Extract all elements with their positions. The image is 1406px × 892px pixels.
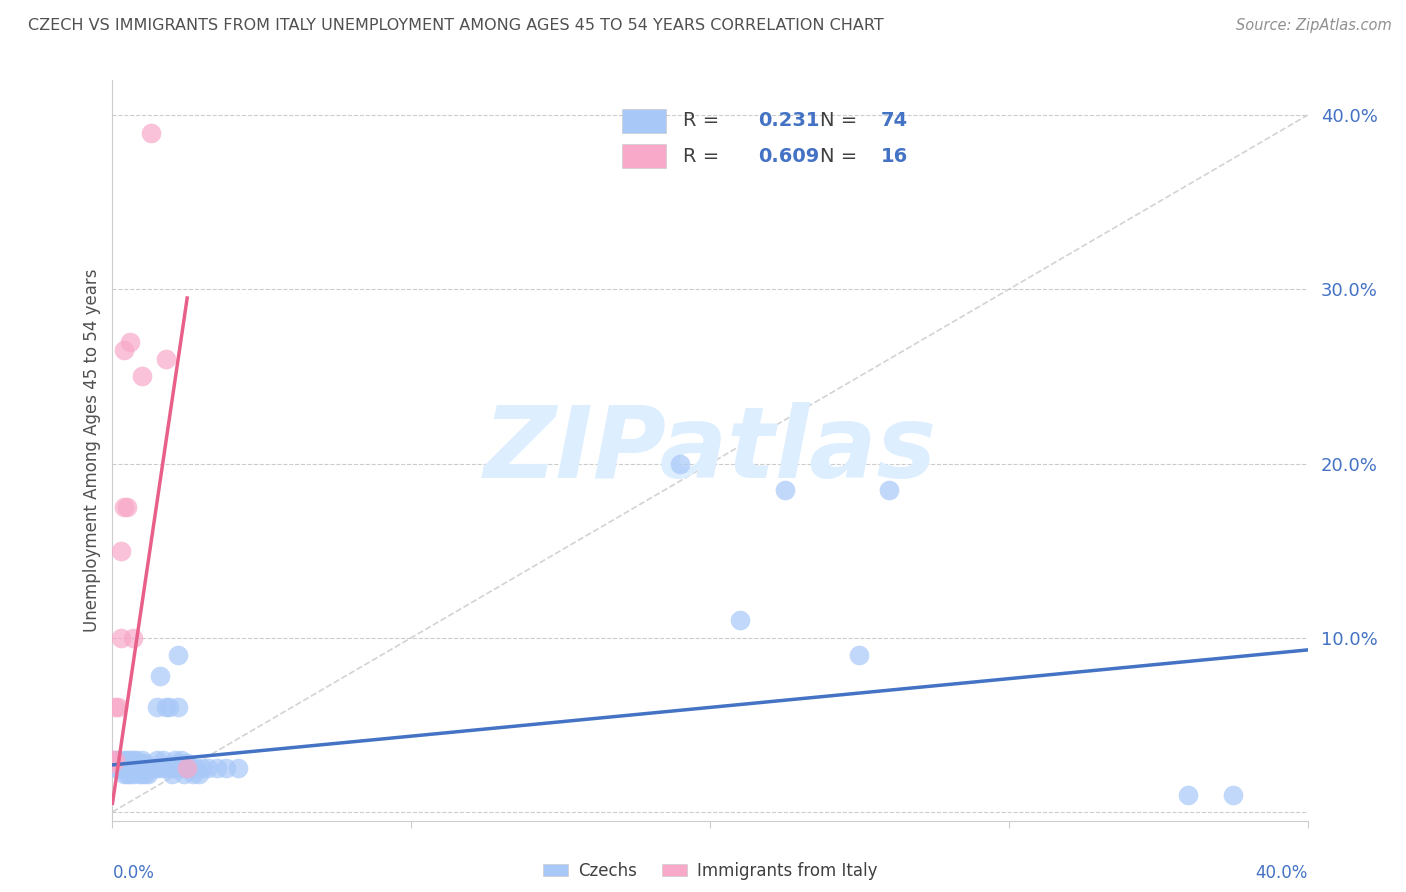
Point	[117, 753, 139, 767]
Point	[114, 766, 135, 780]
Point	[138, 766, 160, 780]
Point	[114, 761, 135, 775]
Point	[170, 761, 193, 775]
Point	[107, 700, 129, 714]
Point	[110, 543, 132, 558]
Point	[117, 500, 139, 514]
Point	[141, 126, 163, 140]
Point	[120, 334, 142, 349]
Point	[167, 648, 190, 662]
Point	[165, 761, 187, 775]
Point	[114, 753, 135, 767]
Point	[141, 761, 163, 775]
Text: ZIPatlas: ZIPatlas	[484, 402, 936, 499]
Point	[176, 761, 198, 775]
Point	[131, 753, 153, 767]
Point	[1177, 788, 1199, 802]
Point	[120, 753, 142, 767]
Point	[131, 369, 153, 384]
Point	[146, 753, 169, 767]
Point	[128, 766, 150, 780]
Text: Source: ZipAtlas.com: Source: ZipAtlas.com	[1236, 18, 1392, 33]
Point	[134, 756, 156, 771]
Point	[669, 457, 692, 471]
Point	[179, 761, 201, 775]
Point	[188, 766, 211, 780]
Point	[173, 766, 195, 780]
Point	[155, 351, 177, 366]
Point	[125, 753, 148, 767]
Point	[155, 700, 177, 714]
Point	[146, 700, 169, 714]
Point	[149, 669, 172, 683]
Legend: Czechs, Immigrants from Italy: Czechs, Immigrants from Italy	[536, 855, 884, 887]
Point	[173, 761, 195, 775]
Point	[125, 761, 148, 775]
Point	[157, 761, 180, 775]
Point	[138, 761, 160, 775]
Y-axis label: Unemployment Among Ages 45 to 54 years: Unemployment Among Ages 45 to 54 years	[83, 268, 101, 632]
Point	[120, 766, 142, 780]
Point	[128, 761, 150, 775]
Point	[107, 753, 129, 767]
Point	[170, 753, 193, 767]
Point	[131, 761, 153, 775]
Point	[101, 753, 124, 767]
Point	[122, 761, 145, 775]
Point	[143, 761, 166, 775]
Point	[131, 766, 153, 780]
Point	[205, 761, 228, 775]
Point	[101, 756, 124, 771]
Point	[165, 753, 187, 767]
Point	[122, 753, 145, 767]
Point	[117, 761, 139, 775]
Text: 40.0%: 40.0%	[1256, 864, 1308, 882]
Point	[176, 761, 198, 775]
Point	[122, 631, 145, 645]
Point	[104, 761, 127, 775]
Point	[101, 753, 124, 767]
Point	[167, 700, 190, 714]
Point	[149, 761, 172, 775]
Text: 0.0%: 0.0%	[112, 864, 155, 882]
Point	[114, 343, 135, 358]
Point	[226, 761, 249, 775]
Point	[215, 761, 238, 775]
Point	[181, 766, 204, 780]
Point	[162, 766, 183, 780]
Point	[197, 761, 219, 775]
Point	[1222, 788, 1244, 802]
Point	[122, 766, 145, 780]
Point	[146, 761, 169, 775]
Point	[157, 700, 180, 714]
Point	[773, 483, 796, 497]
Point	[152, 753, 174, 767]
Point	[134, 766, 156, 780]
Point	[110, 761, 132, 775]
Point	[176, 756, 198, 771]
Point	[191, 761, 214, 775]
Point	[125, 756, 148, 771]
Point	[186, 761, 208, 775]
Point	[167, 756, 190, 771]
Point	[114, 500, 135, 514]
Point	[104, 700, 127, 714]
Point	[117, 766, 139, 780]
Point	[104, 753, 127, 767]
Text: CZECH VS IMMIGRANTS FROM ITALY UNEMPLOYMENT AMONG AGES 45 TO 54 YEARS CORRELATIO: CZECH VS IMMIGRANTS FROM ITALY UNEMPLOYM…	[28, 18, 884, 33]
Point	[848, 648, 870, 662]
Point	[101, 756, 124, 771]
Point	[120, 761, 142, 775]
Point	[155, 761, 177, 775]
Point	[104, 753, 127, 767]
Point	[110, 631, 132, 645]
Point	[162, 761, 183, 775]
Point	[110, 756, 132, 771]
Point	[128, 756, 150, 771]
Point	[728, 613, 751, 627]
Point	[877, 483, 901, 497]
Point	[107, 761, 129, 775]
